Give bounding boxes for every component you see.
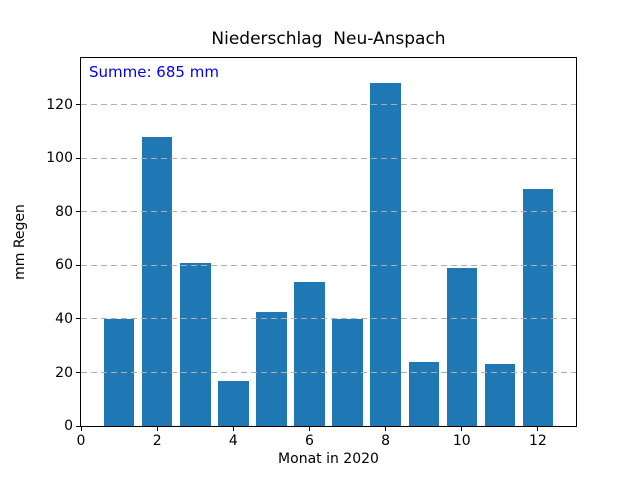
bar-month-12 xyxy=(522,189,554,426)
gridline-y-40 xyxy=(81,318,576,320)
y-tick-label-40: 40 xyxy=(55,310,73,327)
gridline-y-100 xyxy=(81,157,576,159)
y-tick-label-60: 60 xyxy=(55,257,73,274)
x-axis-label: Monat in 2020 xyxy=(278,451,379,467)
bar-month-11 xyxy=(484,364,516,426)
chart-title: Niederschlag Neu-Anspach xyxy=(211,29,446,49)
bar-month-2 xyxy=(141,137,173,426)
bar-month-8 xyxy=(370,83,401,426)
plot-area: Summe: 685 mm xyxy=(80,57,577,427)
x-tick-mark-8 xyxy=(385,427,387,431)
y-tick-mark-0 xyxy=(76,425,80,427)
gridline-y-120 xyxy=(81,104,576,106)
y-tick-mark-60 xyxy=(76,264,80,266)
x-tick-mark-2 xyxy=(156,427,158,431)
x-tick-label-10: 10 xyxy=(452,433,471,449)
gridline-y-80 xyxy=(81,211,576,213)
x-tick-label-12: 12 xyxy=(528,433,547,449)
x-tick-label-4: 4 xyxy=(228,433,238,449)
y-tick-mark-20 xyxy=(76,372,80,373)
y-tick-label-20: 20 xyxy=(55,364,73,381)
y-tick-label-80: 80 xyxy=(55,203,73,220)
y-tick-mark-100 xyxy=(76,157,80,159)
bar-month-3 xyxy=(180,262,211,426)
x-tick-label-6: 6 xyxy=(305,433,314,449)
x-tick-label-0: 0 xyxy=(76,433,86,449)
y-tick-label-0: 0 xyxy=(64,418,73,434)
x-tick-mark-4 xyxy=(232,427,234,431)
sum-annotation: Summe: 685 mm xyxy=(89,63,219,81)
bar-month-10 xyxy=(446,268,477,426)
x-tick-mark-6 xyxy=(309,427,310,431)
x-tick-mark-0 xyxy=(80,427,82,431)
x-tick-label-2: 2 xyxy=(152,433,162,449)
gridline-y-20 xyxy=(81,372,576,373)
x-tick-mark-10 xyxy=(461,427,463,431)
bar-month-6 xyxy=(294,281,325,426)
y-tick-mark-80 xyxy=(76,211,80,213)
y-tick-mark-120 xyxy=(76,104,80,106)
y-tick-label-120: 120 xyxy=(46,96,73,113)
y-axis-label: mm Regen xyxy=(12,204,28,280)
bar-month-5 xyxy=(256,312,287,426)
x-tick-label-8: 8 xyxy=(381,433,391,449)
y-tick-label-100: 100 xyxy=(46,150,73,167)
x-tick-mark-12 xyxy=(537,427,539,431)
gridline-y-60 xyxy=(81,264,576,266)
bar-month-4 xyxy=(218,380,249,426)
y-tick-mark-40 xyxy=(76,318,80,320)
